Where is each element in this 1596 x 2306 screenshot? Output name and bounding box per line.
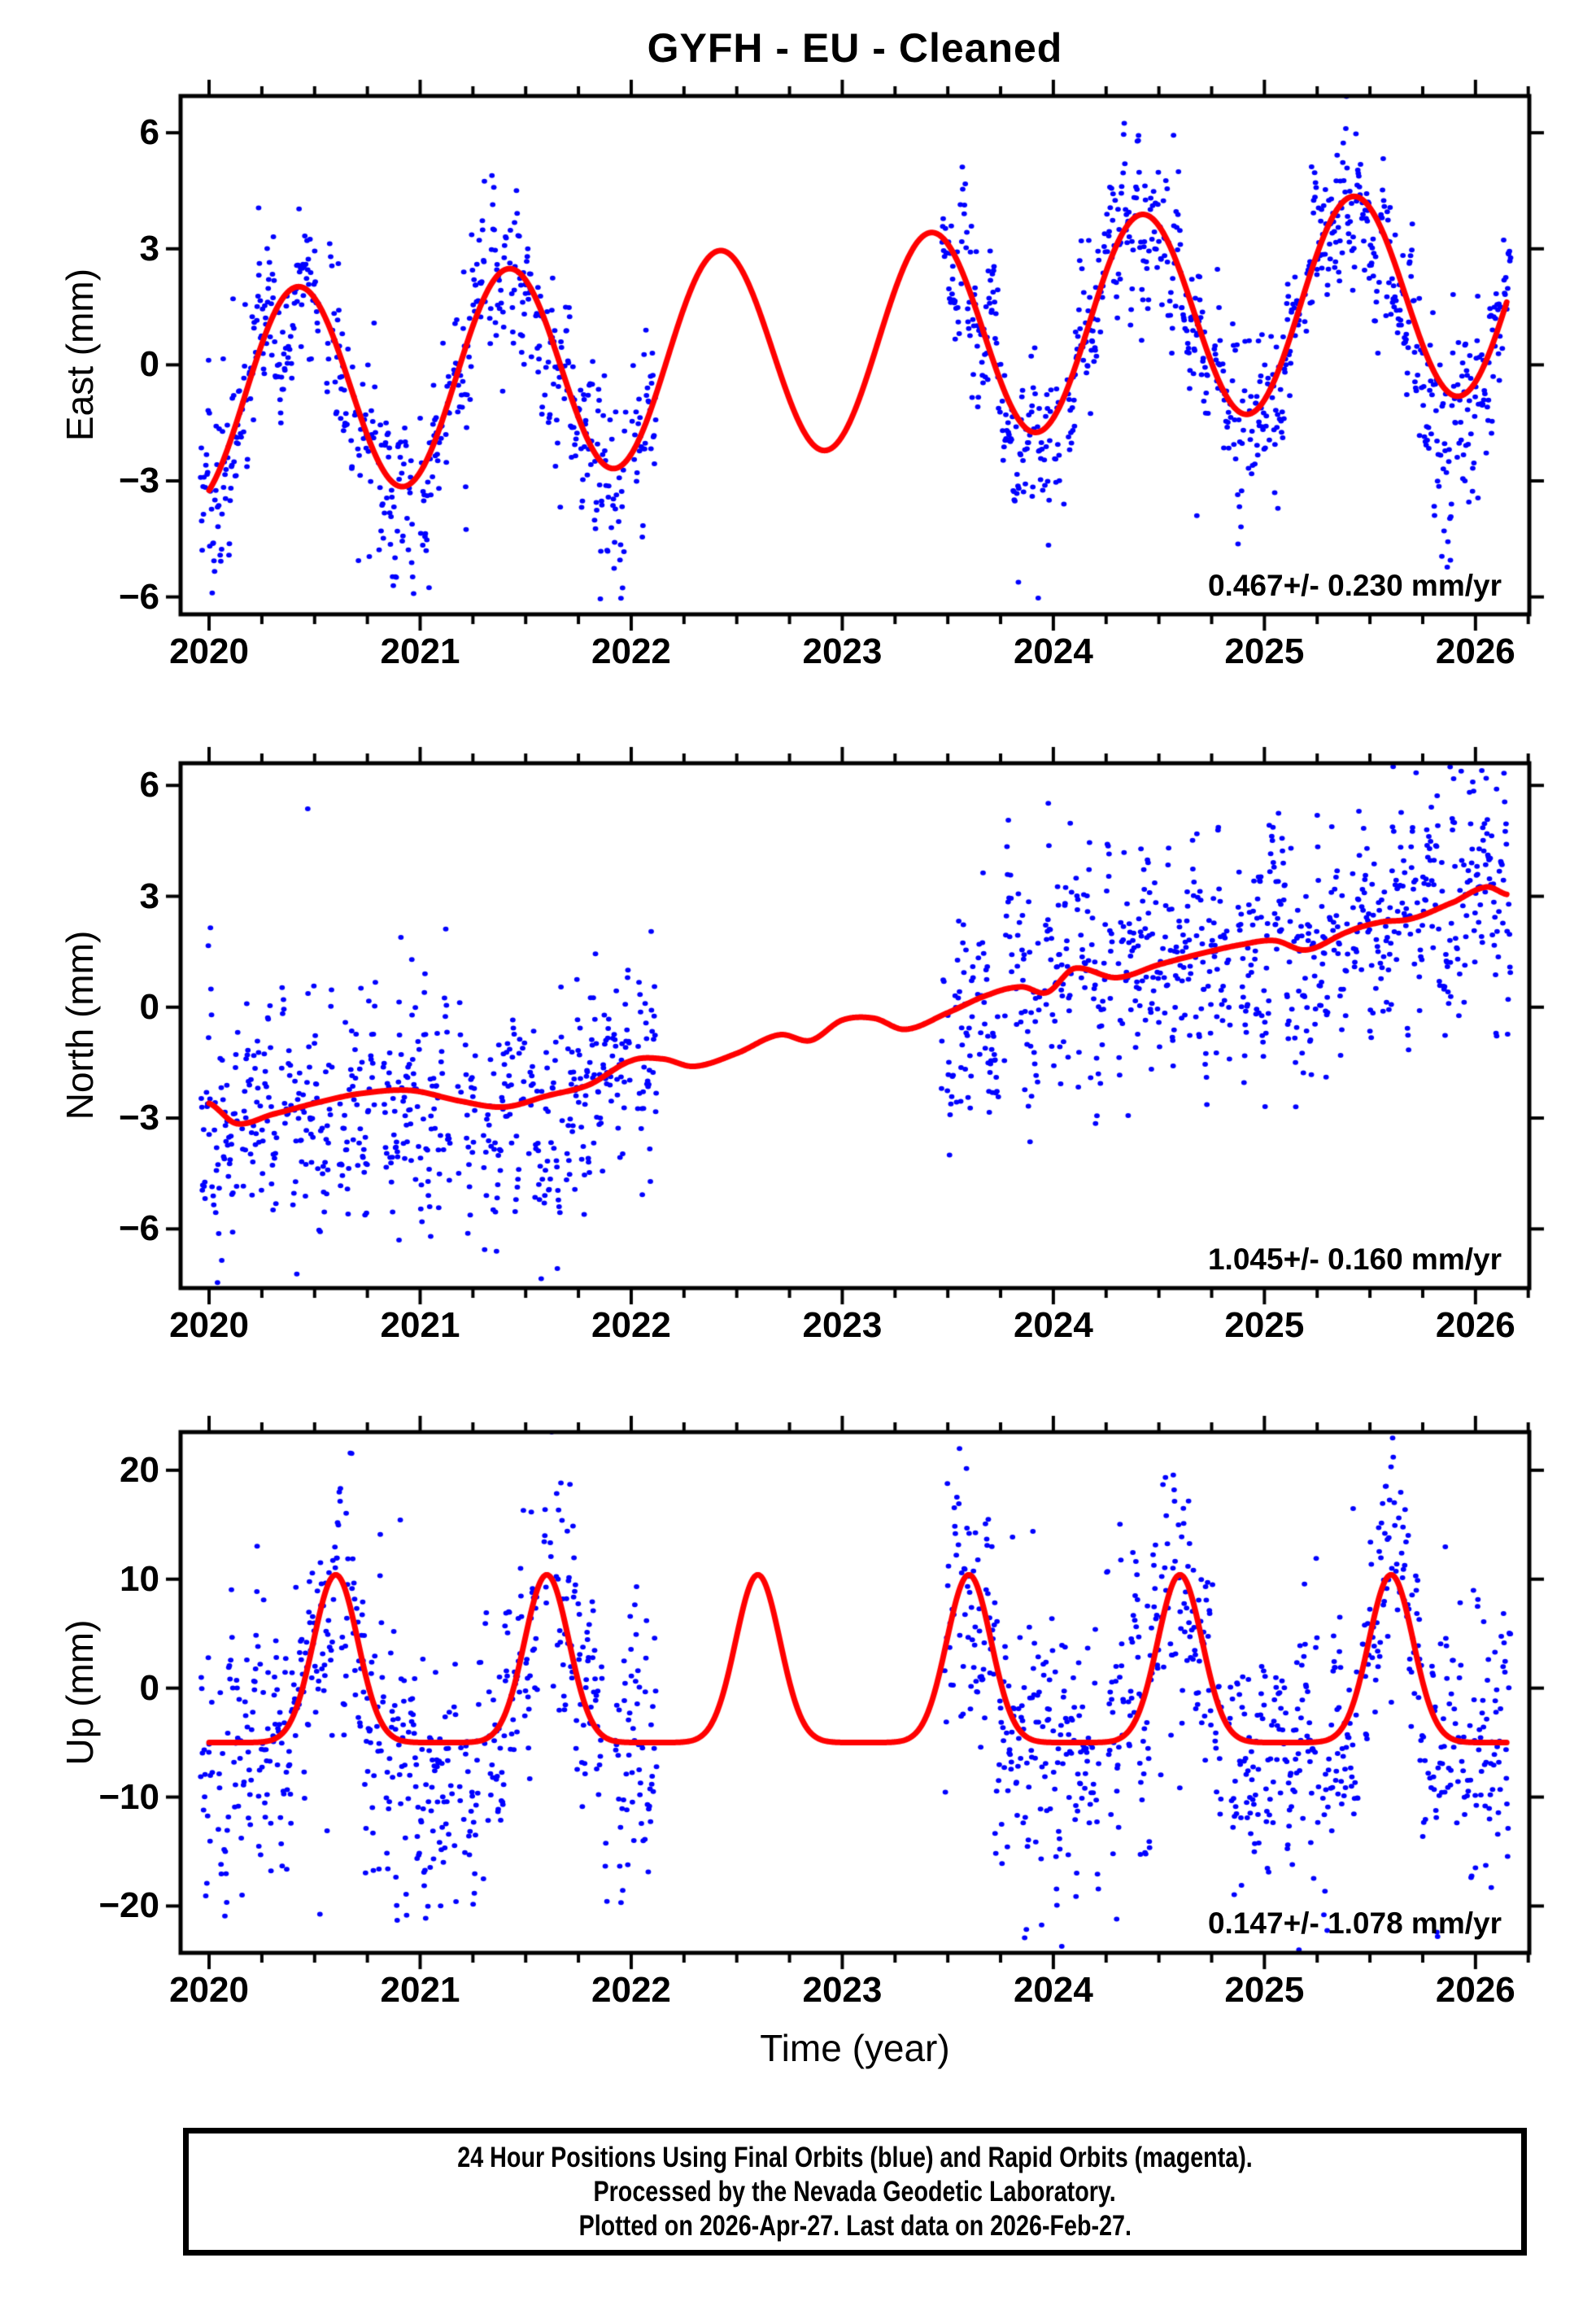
x-tick-label: 2025 (1224, 1305, 1305, 1345)
footer-line-1: 24 Hour Positions Using Final Orbits (bl… (457, 2141, 1253, 2173)
y-tick-label: −6 (118, 1208, 159, 1249)
x-tick-label: 2026 (1435, 1305, 1515, 1345)
y-tick-label: 3 (139, 876, 159, 916)
figure-title: GYFH - EU - Cleaned (647, 25, 1063, 71)
footer-note-box: 24 Hour Positions Using Final Orbits (bl… (183, 2128, 1527, 2256)
x-tick-label: 2023 (802, 1305, 883, 1345)
y-tick-label: −6 (118, 576, 159, 617)
x-tick-label: 2022 (591, 631, 671, 671)
y-tick-label: 6 (139, 112, 159, 153)
x-tick-label: 2023 (802, 631, 883, 671)
x-tick-label: 2026 (1435, 1970, 1515, 2010)
x-tick-label: 2022 (591, 1970, 671, 2010)
x-tick-label: 2020 (169, 1305, 249, 1345)
x-tick-label: 2025 (1224, 631, 1305, 671)
x-tick-label: 2024 (1013, 1970, 1093, 2010)
x-axis-label: Time (year) (760, 2027, 950, 2069)
x-tick-label: 2023 (802, 1970, 883, 2010)
x-tick-label: 2021 (380, 1305, 460, 1345)
rate-annotation-up: 0.147+/- 1.078 mm/yr (1207, 1906, 1502, 1940)
y-tick-label: −3 (118, 1098, 159, 1138)
x-tick-label: 2026 (1435, 631, 1515, 671)
footer-line-3: Plotted on 2026-Apr-27. Last data on 202… (578, 2209, 1132, 2242)
y-tick-label: 3 (139, 228, 159, 269)
x-tick-label: 2025 (1224, 1970, 1305, 2010)
x-tick-label: 2024 (1013, 631, 1093, 671)
x-tick-label: 2021 (380, 631, 460, 671)
rate-annotation-east: 0.467+/- 0.230 mm/yr (1207, 569, 1502, 602)
x-tick-label: 2020 (169, 631, 249, 671)
y-tick-label: 0 (139, 344, 159, 385)
x-tick-label: 2020 (169, 1970, 249, 2010)
x-tick-label: 2021 (380, 1970, 460, 2010)
x-tick-label: 2022 (591, 1305, 671, 1345)
y-tick-label: 10 (120, 1558, 159, 1599)
y-tick-label: 0 (139, 1667, 159, 1708)
rate-annotation-north: 1.045+/- 0.160 mm/yr (1207, 1243, 1502, 1276)
y-tick-label: −20 (98, 1885, 159, 1926)
y-tick-label: −3 (118, 460, 159, 500)
y-tick-label: 0 (139, 986, 159, 1027)
x-tick-label: 2024 (1013, 1305, 1093, 1345)
y-tick-label: 6 (139, 765, 159, 806)
y-tick-label: −10 (98, 1776, 159, 1817)
y-tick-label: 20 (120, 1449, 159, 1490)
footer-line-2: Processed by the Nevada Geodetic Laborat… (593, 2175, 1117, 2208)
